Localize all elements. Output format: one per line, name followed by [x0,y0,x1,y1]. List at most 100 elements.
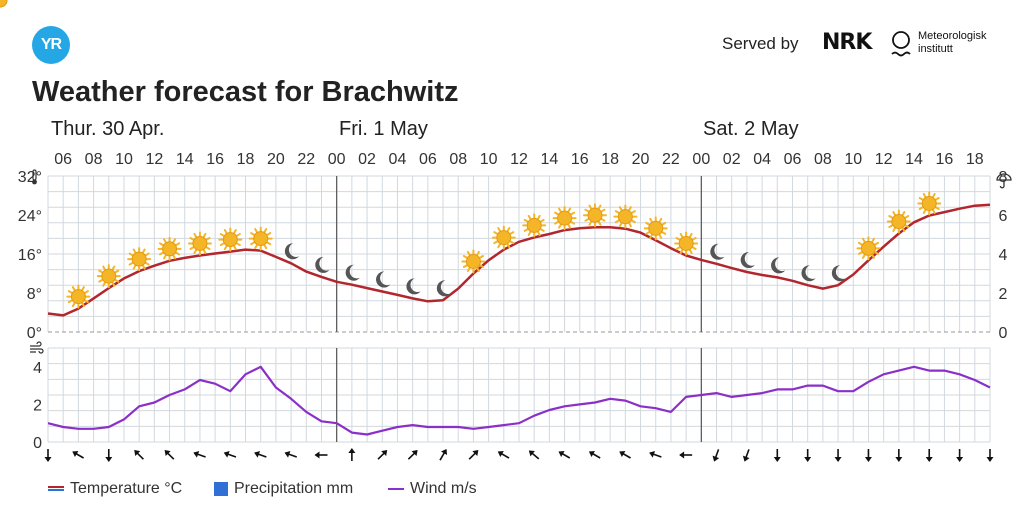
sun-ray [658,233,663,239]
sun-ray [618,222,623,228]
page-title: Weather forecast for Brachwitz [32,76,459,108]
wind-arrow-icon [284,451,298,458]
sun-icon [157,236,182,261]
sun-ray [111,281,116,287]
sun-ray [263,228,268,234]
sun-ray [567,223,572,229]
sun-ray [873,241,879,246]
wind-arrow-icon [925,449,933,462]
hour-tick-label: 12 [145,151,163,168]
sun-ray [892,210,897,217]
sun-icon [522,213,547,238]
precip-tick-label: 2 [999,286,1008,303]
legend-precipitation[interactable]: Precipitation mm [214,480,353,498]
sun-disc [0,0,8,8]
day-label-fri: Fri. 1 May [339,118,428,140]
sun-ray [645,221,651,226]
sun-disc [526,217,542,233]
wind-arrow-icon [528,450,540,460]
hour-tick-label: 04 [753,151,771,168]
sun-ray [649,233,653,239]
hour-tick-label: 20 [632,151,650,168]
moon-icon [831,265,847,282]
wind-arrow-head [348,448,356,453]
sun-ray [81,286,85,292]
sun-icon [613,204,638,229]
umbrella-canopy [996,173,1012,181]
sun-ray [918,196,924,201]
sun-ray [159,242,165,247]
wind-arrow-head [558,450,565,458]
sun-ray [628,222,632,228]
wind-arrow-icon [679,451,693,459]
wind-arrow-icon [105,449,113,462]
wind-arrow-icon [72,450,84,459]
sun-ray [67,299,73,304]
sun-ray [493,231,499,235]
wind-arrow-head [619,450,626,458]
wind-arrow-icon [773,449,781,462]
sun-ray [630,219,636,224]
wind-arrow-head [411,450,418,457]
wind-icon [30,341,44,354]
sun-disc [465,254,481,269]
wind-arrow-icon [254,451,267,458]
sun-disc [860,240,876,256]
wind-arrow-head [72,450,79,458]
sun-ray [175,242,181,247]
wind-arrow-head [381,450,388,457]
hour-tick-label: 16 [571,151,589,168]
sun-icon [552,206,577,231]
sun-ray [558,207,562,213]
sun-disc [557,210,573,226]
wind-arrow-head [105,457,113,462]
sun-ray [688,232,693,238]
sun-ray [645,231,651,235]
sun-ray [539,228,545,232]
hour-tick-label: 14 [540,151,558,168]
moon-icon [315,256,330,273]
sun-ray [691,236,697,241]
sun-ray [688,248,693,254]
met-institute-name[interactable]: Meteorologisk institutt [918,30,986,56]
sun-ray [163,238,167,244]
umbrella-icon [996,173,1012,189]
sun-ray [81,302,85,308]
sun-ray [476,250,480,257]
sun-disc [131,251,147,267]
sun-ray [506,227,511,233]
hour-tick-label: 04 [389,151,407,168]
legend-wind[interactable]: Wind m/s [388,480,477,498]
sun-ray [235,233,241,237]
legend-temperature[interactable]: Temperature °C [48,480,182,498]
sun-ray [478,255,484,259]
sun-disc [648,220,664,236]
sun-ray [934,196,940,201]
sun-ray [570,220,576,225]
sun-ray [888,224,894,229]
sun-icon [582,203,607,228]
wind-arrow-icon [44,449,52,462]
hour-tick-label: 18 [966,151,984,168]
temp-tick-label: 32° [18,169,42,186]
yr-logo[interactable]: YR [32,26,70,64]
sun-ray [202,232,207,238]
wind-arrow-head [956,457,964,462]
sun-ray [679,232,684,238]
sun-disc [222,232,238,248]
sun-ray [462,264,468,268]
sun-ray [536,214,541,220]
wind-arrow-head [773,457,781,462]
met-line-2: institutt [918,43,953,55]
hour-tick-label: 22 [297,151,315,168]
sun-ray [83,299,89,304]
sun-ray [661,231,667,235]
met-institute-icon[interactable] [889,30,915,62]
sun-ray [588,220,593,226]
wind-arrow-head [925,457,933,462]
wind-arrow-head [986,457,994,462]
sun-ray [102,281,107,287]
sun-ray [675,246,681,250]
wind-arrow-icon [193,451,206,458]
nrk-logo[interactable]: NRK [822,30,872,55]
